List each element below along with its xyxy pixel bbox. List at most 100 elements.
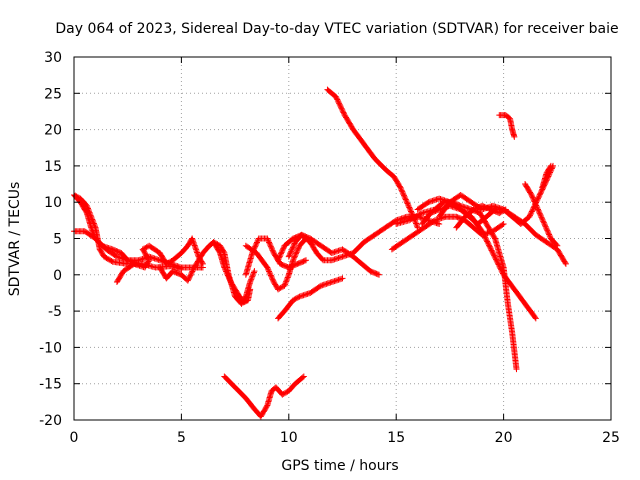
data-point — [225, 273, 232, 280]
x-tick-label: 15 — [387, 430, 405, 446]
y-tick-label: 10 — [44, 195, 62, 211]
data-point — [253, 240, 260, 247]
data-point — [336, 101, 343, 108]
data-point — [534, 205, 541, 212]
data-point — [414, 223, 421, 230]
data-point — [513, 366, 520, 373]
data-point — [496, 264, 503, 271]
data-point — [265, 238, 272, 245]
data-point — [543, 224, 550, 231]
data-point — [539, 215, 546, 222]
data-point — [275, 257, 282, 264]
data-point — [398, 186, 405, 192]
data-point — [251, 268, 258, 275]
data-point — [223, 268, 230, 275]
data-point — [265, 267, 272, 274]
data-point — [412, 219, 419, 226]
data-point — [216, 248, 223, 255]
data-point — [528, 191, 535, 198]
data-point — [406, 204, 413, 211]
data-point — [547, 162, 554, 169]
data-point — [543, 226, 550, 233]
data-point — [530, 197, 537, 204]
series-arc-4 — [113, 235, 206, 286]
data-point — [247, 286, 254, 293]
data-point — [267, 272, 274, 279]
data-point — [249, 273, 256, 280]
data-point — [533, 203, 540, 210]
data-point — [424, 200, 431, 207]
data-point — [526, 213, 533, 220]
data-point — [535, 194, 542, 201]
data-point — [250, 270, 257, 277]
data-point — [221, 264, 228, 271]
data-point — [489, 250, 496, 257]
y-tick-label: 20 — [44, 123, 62, 139]
data-point — [291, 253, 298, 260]
data-point — [484, 239, 491, 246]
data-point — [484, 238, 491, 245]
data-point — [404, 200, 411, 207]
data-point — [529, 193, 536, 200]
data-point — [339, 108, 346, 115]
data-point — [334, 97, 341, 104]
data-point — [289, 245, 296, 252]
data-point — [547, 164, 554, 171]
data-point — [527, 211, 534, 218]
data-point — [412, 213, 419, 220]
series-arc-10 — [275, 275, 346, 322]
data-point — [165, 259, 172, 266]
data-point — [554, 242, 561, 249]
data-point — [493, 256, 500, 263]
data-point — [281, 282, 288, 289]
data-point — [295, 294, 302, 301]
data-point — [434, 206, 441, 213]
data-point — [405, 203, 412, 210]
data-point — [540, 219, 547, 226]
data-point — [499, 221, 506, 228]
data-point — [339, 275, 346, 282]
data-point — [491, 234, 498, 241]
data-point — [291, 254, 298, 261]
data-point — [224, 271, 231, 278]
data-point — [407, 216, 414, 223]
data-point — [403, 199, 410, 206]
data-point — [279, 391, 286, 398]
data-point — [498, 266, 505, 273]
data-point — [340, 109, 347, 116]
data-point — [89, 228, 96, 235]
data-point — [479, 228, 486, 235]
data-point — [536, 192, 543, 199]
data-point — [294, 248, 301, 255]
data-point — [293, 250, 300, 257]
data-point — [487, 246, 494, 253]
data-point — [269, 276, 276, 283]
data-point — [268, 244, 275, 251]
data-point — [252, 242, 259, 249]
y-axis-label: SDTVAR / TECUs — [7, 182, 23, 297]
data-point — [532, 201, 539, 208]
data-point — [338, 105, 345, 112]
data-point — [483, 237, 490, 244]
data-point — [544, 227, 551, 234]
data-point — [88, 225, 95, 232]
data-point — [253, 239, 260, 246]
data-point — [399, 189, 406, 196]
data-point — [290, 243, 297, 250]
data-point — [199, 259, 206, 266]
data-point — [290, 257, 297, 264]
data-point — [283, 277, 290, 284]
data-point — [291, 296, 298, 303]
data-point — [485, 241, 492, 248]
data-point — [481, 233, 488, 240]
data-point — [248, 276, 255, 283]
data-point — [532, 315, 539, 322]
data-point — [292, 252, 299, 258]
data-point — [500, 220, 507, 227]
data-point — [275, 255, 282, 262]
data-point — [403, 197, 410, 204]
series-arc-6 — [210, 239, 254, 306]
data-point — [494, 258, 501, 265]
series-arc-7 — [242, 235, 309, 278]
y-tick-label: 30 — [44, 50, 62, 66]
